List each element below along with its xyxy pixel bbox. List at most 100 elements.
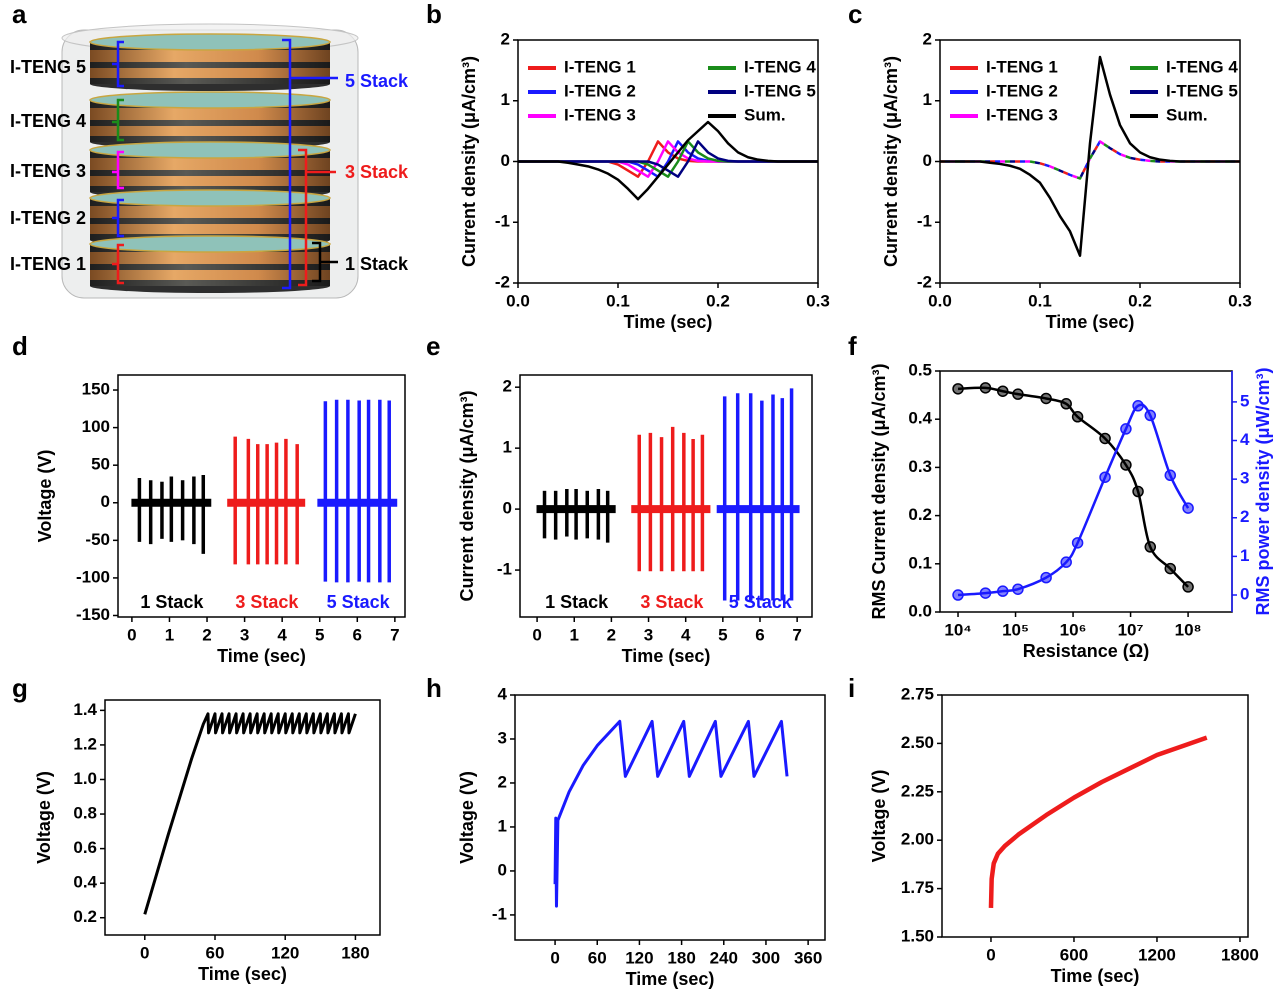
y-axis-title: Current density (μA/cm³) xyxy=(459,56,479,267)
layer-label: I-TENG 4 xyxy=(10,111,86,131)
legend-label: 1 Stack xyxy=(140,592,204,612)
y-tick-label: -1 xyxy=(497,560,512,579)
y-tick-label: 2.00 xyxy=(901,830,934,849)
x-tick-label: 60 xyxy=(206,943,225,962)
x-tick-label: 1 xyxy=(570,625,579,644)
x-tick-label: 0.0 xyxy=(928,291,952,310)
y-tick-label: 1 xyxy=(498,816,507,835)
stack-label: 5 Stack xyxy=(345,71,409,91)
x-axis-title: Resistance (Ω) xyxy=(1023,641,1149,661)
data-point xyxy=(1099,471,1111,483)
x-tick-label: 0 xyxy=(532,625,541,644)
illustration-part xyxy=(90,224,330,234)
x-tick-label: 600 xyxy=(1060,945,1088,964)
series-line xyxy=(553,719,789,908)
series-line xyxy=(143,712,357,915)
y-tick-label: 0.2 xyxy=(73,907,97,926)
x-tick-label: 6 xyxy=(755,625,764,644)
illustration-part xyxy=(90,206,330,218)
data-point xyxy=(1060,556,1072,568)
y-tick-label: 0.5 xyxy=(908,360,932,379)
data-point xyxy=(1182,581,1194,593)
y-axis-title: Voltage (V) xyxy=(34,771,54,864)
y-tick-label: 1.0 xyxy=(73,769,97,788)
x-tick-label: 0.3 xyxy=(806,291,830,310)
legend-label: I-TENG 5 xyxy=(744,81,816,100)
y-tick-label: 2.50 xyxy=(901,733,934,752)
data-point xyxy=(979,382,992,394)
x-tick-label: 120 xyxy=(625,948,653,967)
illustration-part xyxy=(112,198,124,238)
legend-label: I-TENG 1 xyxy=(564,57,636,76)
layer-label: I-TENG 2 xyxy=(10,208,86,228)
y-tick-label: 0.3 xyxy=(908,457,932,476)
x-tick-label: 240 xyxy=(710,948,738,967)
y-tick-label: 2 xyxy=(923,29,932,48)
noise-band xyxy=(631,505,711,514)
x-tick-label: 0.0 xyxy=(506,291,530,310)
noise-band xyxy=(317,498,398,507)
y-tick-label: 1 xyxy=(501,90,510,109)
illustration-part xyxy=(89,91,331,109)
x-tick-label: 1 xyxy=(165,625,174,644)
y2-tick-label: 1 xyxy=(1240,546,1249,565)
legend-label: I-TENG 2 xyxy=(986,81,1058,100)
plot-frame xyxy=(104,699,381,936)
layer-label: I-TENG 3 xyxy=(10,161,86,181)
stack-label: 1 Stack xyxy=(345,254,409,274)
x-axis-title: Time (sec) xyxy=(1051,966,1140,986)
legend-label: I-TENG 3 xyxy=(564,105,636,124)
y-tick-label: 0 xyxy=(101,492,110,511)
plot-frame xyxy=(519,374,813,618)
x-tick-label: 4 xyxy=(277,625,287,644)
y-tick-label: -1 xyxy=(492,904,507,923)
x-tick-label: 4 xyxy=(681,625,691,644)
illustration-part xyxy=(90,176,330,186)
panel-letter: c xyxy=(848,0,862,29)
illustration-part xyxy=(90,158,330,170)
y-axis-title: Voltage (V) xyxy=(869,770,889,863)
layer-label: I-TENG 1 xyxy=(10,254,86,274)
noise-band xyxy=(716,505,800,514)
data-point xyxy=(1132,485,1144,498)
y-tick-label: 0.2 xyxy=(908,505,932,524)
legend-label: Sum. xyxy=(1166,105,1208,124)
plot-frame xyxy=(939,39,1241,284)
plot-frame xyxy=(514,694,826,941)
panel-letter: a xyxy=(12,0,27,29)
y-tick-label: 0.1 xyxy=(908,553,932,572)
series-line xyxy=(518,120,818,201)
illustration-part xyxy=(90,270,330,280)
illustration-part xyxy=(89,141,331,159)
legend-label: 1 Stack xyxy=(545,592,609,612)
legend-label: 3 Stack xyxy=(235,592,299,612)
data-point xyxy=(1120,423,1132,435)
x-tick-label: 5 xyxy=(718,625,727,644)
illustration-part xyxy=(112,40,124,88)
panel-letter: h xyxy=(426,673,442,703)
y-tick-label: 0.6 xyxy=(73,838,97,857)
illustration-part xyxy=(112,243,124,285)
y2-tick-label: 0 xyxy=(1240,584,1249,603)
y-tick-label: 50 xyxy=(91,455,110,474)
legend-label: Sum. xyxy=(744,105,786,124)
data-point xyxy=(1164,562,1177,575)
illustration-part xyxy=(89,33,331,51)
x-tick-label: 3 xyxy=(240,625,249,644)
y-tick-label: -1 xyxy=(495,212,510,231)
y-axis-title: Voltage (V) xyxy=(457,771,477,864)
y-axis-title: RMS Current density (μA/cm³) xyxy=(869,363,889,619)
x-axis-title: Time (sec) xyxy=(1046,312,1135,332)
legend-label: I-TENG 2 xyxy=(564,81,636,100)
data-point xyxy=(1132,400,1144,412)
data-point xyxy=(952,383,964,395)
y-tick-label: -100 xyxy=(76,567,110,586)
legend-label: I-TENG 4 xyxy=(1166,57,1238,76)
illustration-part xyxy=(112,98,124,142)
illustration-part xyxy=(89,235,331,253)
y2-tick-label: 3 xyxy=(1240,469,1249,488)
legend-label: I-TENG 5 xyxy=(1166,81,1238,100)
illustration-part xyxy=(298,148,336,287)
